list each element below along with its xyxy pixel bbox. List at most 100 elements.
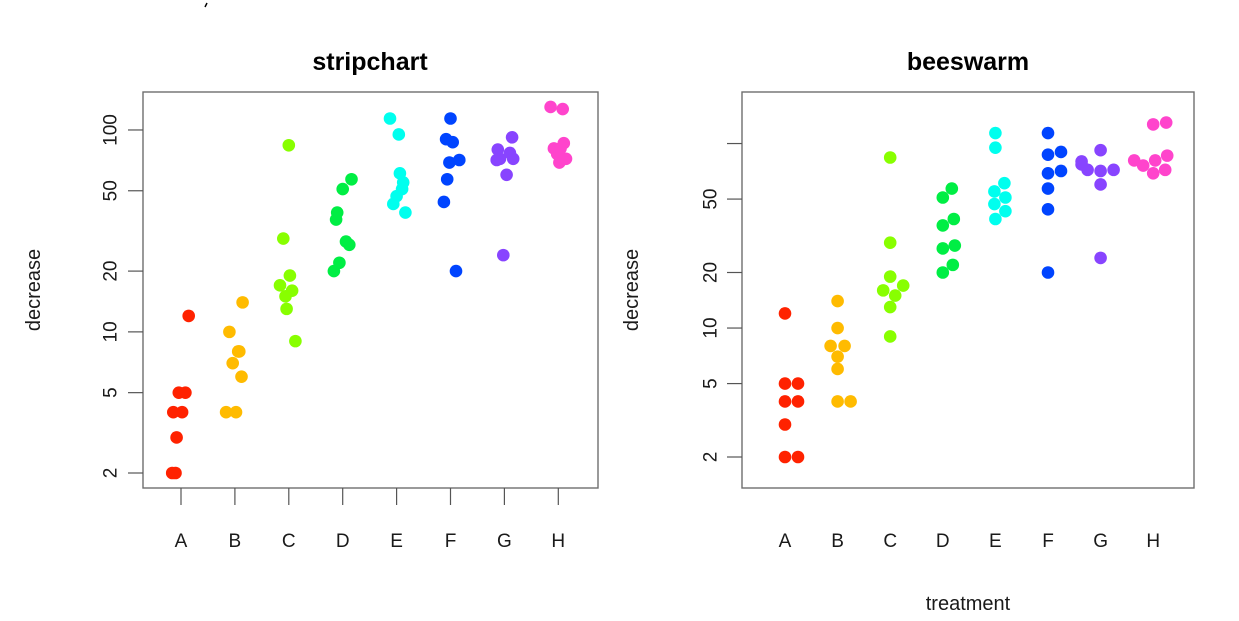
data-points	[165, 100, 573, 480]
data-point-e	[399, 206, 412, 219]
data-point-b	[229, 405, 243, 419]
x-axis-title: treatment	[926, 593, 1011, 615]
data-point-c	[283, 269, 297, 282]
data-point-f	[449, 264, 463, 278]
x-axis: A B C D E F G H	[779, 531, 1160, 552]
data-point-g	[1094, 178, 1107, 191]
data-point-c	[883, 151, 897, 164]
data-point-e	[999, 191, 1012, 204]
y-axis: 2 5 10 20 50 100	[101, 114, 143, 478]
y-tick-label: 20	[701, 262, 722, 283]
data-point-e	[383, 112, 397, 125]
data-point-b	[831, 362, 844, 376]
data-point-g	[506, 152, 520, 166]
data-point-g	[491, 143, 505, 156]
data-point-a	[778, 307, 792, 320]
data-point-d	[327, 264, 341, 278]
data-point-c	[883, 236, 897, 250]
data-point-a	[175, 405, 189, 419]
data-point-c	[888, 289, 902, 302]
data-point-f	[1041, 126, 1055, 140]
data-point-e	[396, 176, 410, 189]
data-point-f	[1041, 266, 1055, 279]
data-point-f	[443, 156, 456, 169]
data-point-f	[1041, 148, 1055, 161]
data-point-c	[280, 302, 293, 316]
data-point-a	[182, 309, 195, 323]
x-tick-label: H	[1146, 531, 1160, 552]
data-point-b	[235, 370, 248, 383]
y-tick-label: 2	[701, 452, 722, 463]
data-point-d	[946, 258, 960, 272]
y-tick-label: 10	[101, 321, 122, 342]
x-tick-label: F	[445, 531, 457, 552]
data-point-b	[831, 350, 844, 363]
data-point-b	[831, 395, 844, 408]
data-point-h	[1148, 154, 1162, 167]
data-point-b	[844, 395, 857, 408]
data-point-f	[1041, 166, 1055, 180]
data-point-h	[1158, 163, 1172, 177]
data-point-h	[1159, 116, 1173, 129]
data-point-f	[440, 172, 454, 186]
data-point-f	[1054, 164, 1068, 178]
stripchart-panel: stripchart decrease 2 5 10 20 50 100 A B C D E F G H	[23, 48, 599, 552]
data-point-d	[936, 266, 950, 279]
data-point-d	[936, 242, 950, 255]
data-point-e	[392, 128, 406, 141]
data-point-e	[989, 141, 1002, 154]
data-point-c	[883, 330, 897, 343]
data-point-b	[236, 296, 249, 309]
x-tick-label: E	[390, 531, 403, 552]
data-point-a	[169, 466, 182, 480]
data-point-h	[556, 102, 569, 116]
data-point-c	[883, 300, 897, 314]
data-point-h	[1127, 154, 1141, 167]
data-point-e	[999, 204, 1012, 218]
data-point-h	[557, 136, 571, 150]
x-tick-label: C	[282, 531, 296, 552]
y-tick-label: 20	[101, 261, 122, 282]
data-point-g	[1107, 163, 1120, 177]
y-axis-title: decrease	[23, 249, 45, 331]
data-point-a	[791, 450, 805, 464]
data-point-a	[778, 418, 792, 431]
data-point-c	[876, 284, 890, 297]
data-point-a	[167, 405, 180, 419]
y-axis-title: decrease	[621, 249, 643, 331]
data-point-f	[453, 153, 466, 167]
plot-frame	[142, 91, 599, 489]
data-point-e	[390, 189, 403, 203]
x-tick-label: A	[779, 531, 792, 552]
data-point-g	[1094, 143, 1107, 157]
data-point-e	[989, 126, 1002, 140]
data-point-d	[336, 182, 350, 196]
data-point-g	[500, 168, 513, 182]
y-tick-label: 5	[101, 387, 122, 398]
data-point-b	[223, 325, 236, 339]
data-point-h	[1160, 149, 1174, 162]
chart-title: stripchart	[312, 48, 428, 76]
data-point-h	[1146, 166, 1160, 180]
y-tick-label: 100	[101, 114, 122, 146]
data-point-b	[824, 339, 837, 353]
y-tick-label: 5	[701, 378, 722, 389]
data-point-b	[226, 356, 239, 370]
data-point-a	[179, 386, 192, 399]
y-tick-label: 2	[101, 468, 122, 479]
data-point-g	[505, 130, 519, 144]
data-point-a	[791, 395, 805, 408]
x-tick-label: G	[1093, 531, 1108, 552]
x-tick-label: G	[497, 531, 512, 552]
data-point-b	[831, 294, 844, 308]
data-point-c	[273, 279, 287, 292]
data-point-c	[883, 270, 897, 283]
data-point-g	[1094, 164, 1107, 178]
x-tick-label: D	[336, 531, 350, 552]
data-point-h	[1146, 118, 1160, 131]
x-tick-label: E	[989, 531, 1002, 552]
plot-frame	[741, 91, 1195, 489]
x-tick-label: A	[175, 531, 188, 552]
x-tick-label: H	[551, 531, 565, 552]
data-point-c	[282, 138, 296, 152]
